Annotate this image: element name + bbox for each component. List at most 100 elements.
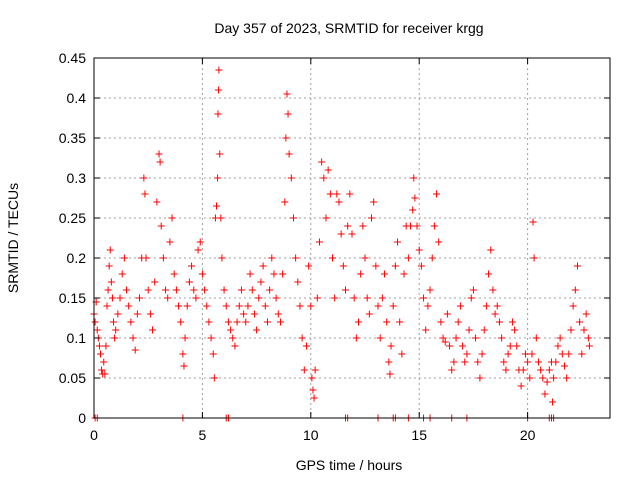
data-point [180,362,188,370]
data-point [157,222,165,230]
data-point [569,302,577,310]
data-point [322,214,330,222]
data-point [272,294,280,302]
data-point [480,326,488,334]
data-point [331,294,339,302]
data-point [110,318,118,326]
data-point [387,342,395,350]
x-tick-label: 0 [90,427,98,443]
data-point [472,334,480,342]
data-point [91,318,99,326]
data-point [162,286,170,294]
data-point [100,358,108,366]
data-point [179,350,187,358]
data-point [242,318,250,326]
data-point [324,166,332,174]
data-point [452,334,460,342]
data-point [381,270,389,278]
data-point [233,318,241,326]
data-point [530,254,538,262]
data-point [413,222,421,230]
data-point [433,190,441,198]
data-point [308,374,316,382]
data-point [120,254,128,262]
data-point [422,326,430,334]
data-point [534,358,542,366]
data-point [244,302,252,310]
data-point [207,334,215,342]
data-point [502,366,510,374]
data-point [183,302,191,310]
data-point [216,150,224,158]
data-point [341,286,349,294]
data-point [103,302,111,310]
data-point [201,286,209,294]
data-point [545,366,553,374]
data-point [370,198,378,206]
data-point [465,326,473,334]
data-point [489,286,497,294]
data-point [131,346,139,354]
data-point [279,270,287,278]
data-point [565,350,573,358]
data-point [105,262,113,270]
data-point [404,254,412,262]
data-point [142,254,150,262]
data-point [255,294,263,302]
data-point [537,366,545,374]
chart-title: Day 357 of 2023, SRMTID for receiver krg… [214,20,483,36]
data-point [133,310,141,318]
data-point [168,214,176,222]
data-point [400,270,408,278]
data-point [194,246,202,254]
data-point [114,310,122,318]
data-point [437,318,445,326]
data-point [205,318,213,326]
data-point [361,254,369,262]
data-point [98,366,106,374]
data-point [504,350,512,358]
data-point [428,254,436,262]
data-point [181,334,189,342]
data-point [237,286,245,294]
data-point [498,334,506,342]
data-point [209,350,217,358]
data-point [415,246,423,254]
data-point [164,294,172,302]
data-point [111,334,119,342]
data-point [320,174,328,182]
data-point [524,358,532,366]
data-point [430,222,438,230]
data-point [259,262,267,270]
data-point [372,262,380,270]
data-point [298,334,306,342]
data-point [190,286,198,294]
data-point [283,90,291,98]
data-point [107,278,115,286]
data-point [521,350,529,358]
y-tick-label: 0.1 [67,330,87,346]
data-point [217,214,225,222]
data-point [309,386,317,394]
data-point [307,302,315,310]
data-point [141,190,149,198]
data-point [410,174,418,182]
data-point [335,198,343,206]
data-point [411,194,419,202]
data-point [508,318,516,326]
data-point [374,302,382,310]
data-point [467,294,475,302]
data-point [248,286,256,294]
data-point [318,158,326,166]
data-point [123,286,131,294]
data-point [127,318,135,326]
data-point [257,278,265,286]
data-point [506,342,514,350]
data-point [491,310,499,318]
data-point [337,230,345,238]
data-point [214,174,222,182]
y-tick-label: 0 [78,410,86,426]
data-point [450,358,458,366]
data-point [368,214,376,222]
